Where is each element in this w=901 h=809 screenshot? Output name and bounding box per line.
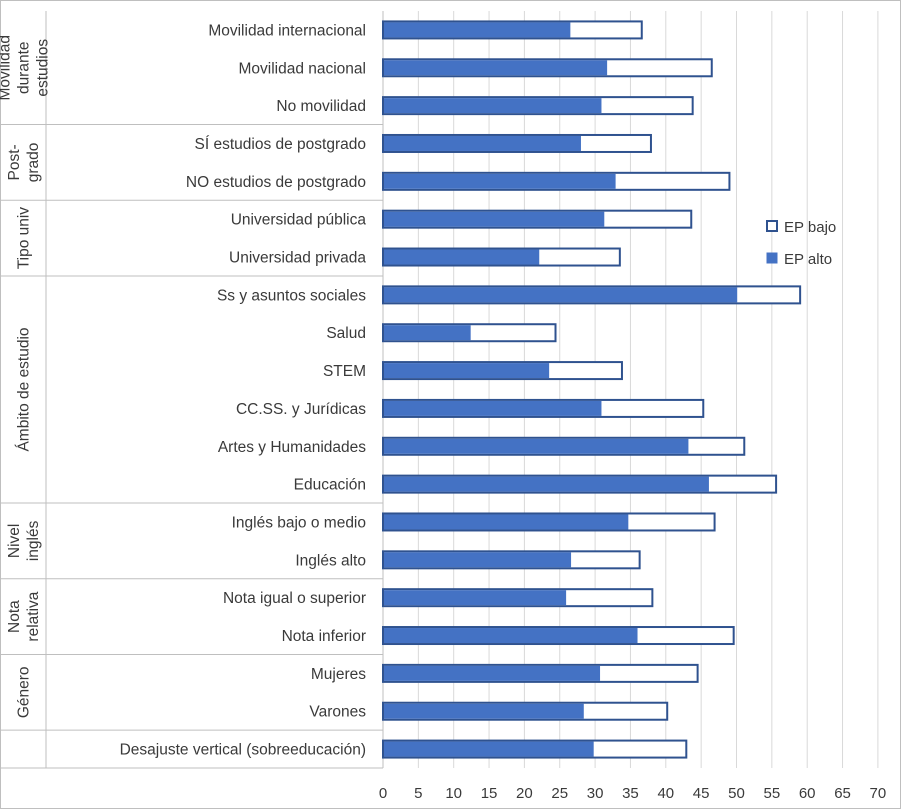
group-label-line: Nivel: [6, 524, 23, 558]
x-tick-label-10: 10: [445, 785, 462, 802]
group-label-4: Nivel inglés: [6, 520, 42, 561]
category-label-ingl-s-alto: Inglés alto: [295, 552, 366, 569]
bar-ep-alto-universidad-privada: [384, 249, 540, 265]
bar-ep-alto-ss-y-asuntos-sociales: [384, 287, 738, 303]
group-label-5: Nota relativa: [6, 591, 42, 641]
x-tick-label-20: 20: [516, 785, 533, 802]
bar-ep-alto-artes-y-humanidades: [384, 438, 689, 454]
category-label-educaci-n: Educación: [294, 477, 366, 494]
bar-ep-alto-movilidad-nacional: [384, 60, 608, 76]
x-tick-label-70: 70: [870, 785, 887, 802]
x-tick-label-65: 65: [834, 785, 851, 802]
legend: EP bajo EP alto: [766, 219, 836, 268]
bar-ep-alto-varones: [384, 703, 584, 719]
category-label-no-movilidad: No movilidad: [276, 98, 366, 115]
x-tick-label-60: 60: [799, 785, 816, 802]
category-label-desajuste-vertical-sobreeducaci-n: Desajuste vertical (sobreeducación): [120, 742, 366, 759]
x-axis-ticks: 0 5 10 15 20 25 30 35 40 45 50 55 60 65 70: [379, 785, 886, 802]
bar-ep-alto-movilidad-internacional: [384, 22, 571, 38]
bar-ep-alto-nota-inferior: [384, 628, 638, 644]
group-label-line: Género: [16, 666, 33, 718]
group-label-3: Ámbito de estudio: [16, 327, 33, 451]
group-label-line: estudios: [35, 39, 52, 97]
x-tick-label-30: 30: [587, 785, 604, 802]
bar-ep-alto-s-estudios-de-postgrado: [384, 135, 581, 151]
category-label-universidad-privada: Universidad privada: [229, 250, 366, 267]
x-tick-label-15: 15: [481, 785, 498, 802]
x-tick-label-55: 55: [764, 785, 781, 802]
x-tick-label-25: 25: [551, 785, 568, 802]
group-label-line: Post-: [6, 144, 23, 180]
category-label-artes-y-humanidades: Artes y Humanidades: [218, 439, 366, 456]
bar-ep-alto-stem: [384, 363, 550, 379]
bar-ep-alto-educaci-n: [384, 476, 709, 492]
bar-ep-alto-no-movilidad: [384, 98, 602, 114]
category-label-movilidad-internacional: Movilidad internacional: [208, 22, 366, 39]
category-label-no-estudios-de-postgrado: NO estudios de postgrado: [186, 174, 366, 191]
x-tick-label-50: 50: [728, 785, 745, 802]
group-label-line: Movilidad: [0, 35, 14, 100]
bar-ep-alto-mujeres: [384, 665, 601, 681]
bar-ep-alto-cc-ss-y-jur-dicas: [384, 400, 602, 416]
category-label-mujeres: Mujeres: [311, 666, 366, 683]
category-label-varones: Varones: [309, 704, 366, 721]
group-label-line: relativa: [25, 591, 42, 641]
x-tick-label-35: 35: [622, 785, 639, 802]
group-label-line: inglés: [25, 520, 42, 561]
category-label-nota-igual-o-superior: Nota igual o superior: [223, 590, 366, 607]
group-label-0: Movilidad durante estudios: [0, 35, 52, 100]
bar-ep-alto-no-estudios-de-postgrado: [384, 173, 616, 189]
group-label-line: Ámbito de estudio: [16, 327, 33, 451]
x-tick-label-0: 0: [379, 785, 387, 802]
group-label-line: durante: [16, 41, 33, 94]
category-label-nota-inferior: Nota inferior: [282, 628, 366, 645]
bar-ep-alto-nota-igual-o-superior: [384, 590, 567, 606]
bar-ep-alto-desajuste-vertical-sobreeducaci-n: [384, 741, 594, 757]
x-tick-label-40: 40: [657, 785, 674, 802]
group-label-line: grado: [25, 143, 42, 183]
bar-ep-alto-salud: [384, 325, 471, 341]
category-labels: Movilidad internacional Movilidad naciona…: [120, 22, 367, 758]
bar-ep-alto-universidad-p-blica: [384, 211, 605, 227]
x-tick-label-45: 45: [693, 785, 710, 802]
category-label-stem: STEM: [323, 363, 366, 380]
category-label-movilidad-nacional: Movilidad nacional: [238, 60, 366, 77]
bars: [382, 20, 802, 759]
category-label-ss-y-asuntos-sociales: Ss y asuntos sociales: [217, 287, 366, 304]
group-labels: Movilidad durante estudios Post-grado Tipo u…: [0, 35, 52, 718]
category-label-ingl-s-bajo-o-medio: Inglés bajo o medio: [232, 514, 366, 531]
group-label-2: Tipo univ: [16, 207, 33, 270]
category-label-salud: Salud: [326, 325, 366, 342]
group-label-line: Nota: [6, 600, 23, 633]
x-tick-label-5: 5: [414, 785, 422, 802]
category-axis-structure: [0, 11, 384, 769]
legend-label-ep-alto: EP alto: [784, 251, 832, 268]
legend-swatch-ep-alto: [766, 252, 778, 264]
category-label-cc-ss-y-jur-dicas: CC.SS. y Jurídicas: [236, 401, 366, 418]
legend-swatch-ep-bajo: [766, 220, 778, 232]
bar-ep-alto-ingl-s-alto: [384, 552, 572, 568]
category-label-universidad-p-blica: Universidad pública: [231, 212, 367, 229]
group-label-6: Género: [16, 666, 33, 718]
group-label-line: Tipo univ: [16, 207, 33, 270]
category-label-s-estudios-de-postgrado: SÍ estudios de postgrado: [195, 136, 366, 153]
group-label-1: Post-grado: [6, 143, 42, 183]
bar-ep-alto-ingl-s-bajo-o-medio: [384, 514, 629, 530]
legend-label-ep-bajo: EP bajo: [784, 219, 836, 236]
